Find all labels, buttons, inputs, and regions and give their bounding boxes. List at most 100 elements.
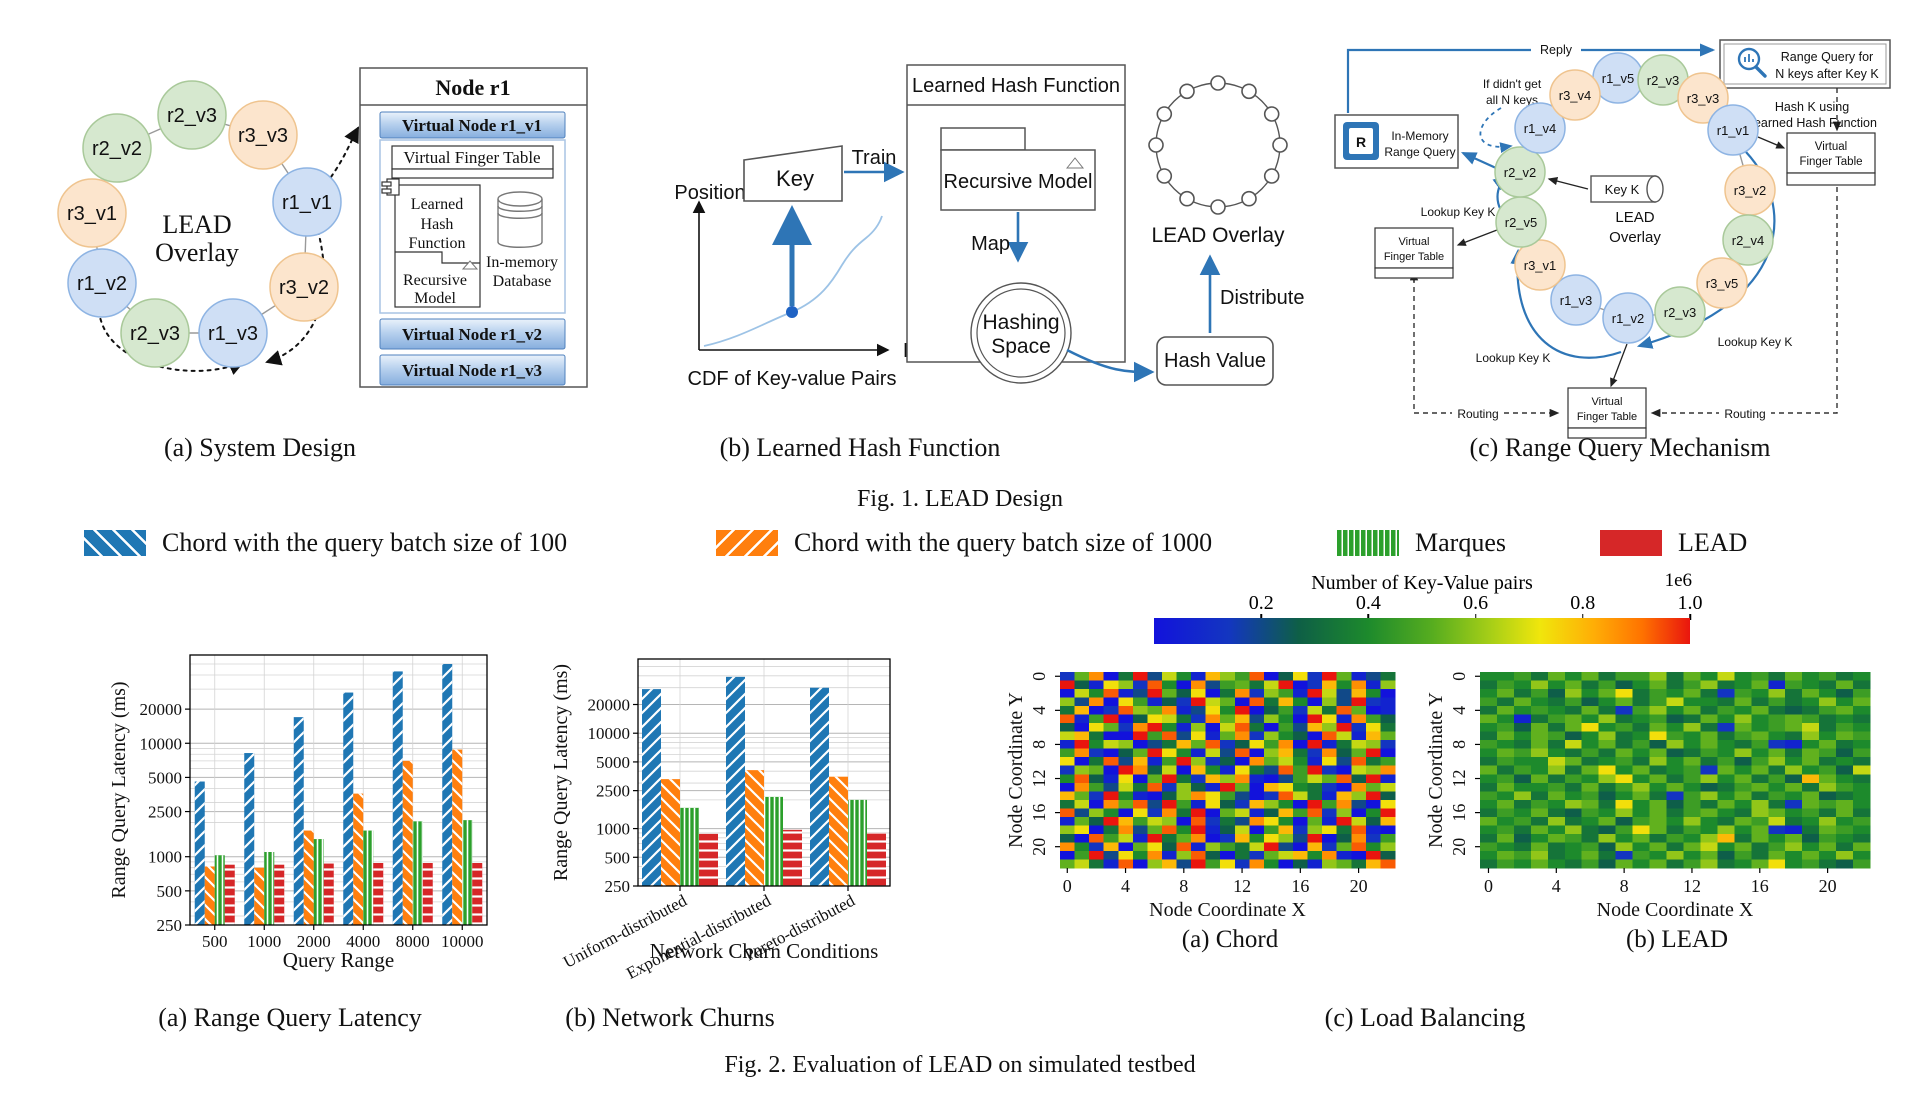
heatmap-cell bbox=[1351, 680, 1367, 690]
bar-hatch bbox=[810, 687, 829, 886]
lead-load-heatmap: 0 4 8 12 16 20 0 4 8 12 16 20 Node Coordinate X Node … bbox=[1425, 672, 1871, 921]
heatmap-cell bbox=[1632, 791, 1651, 801]
heatmap-cell bbox=[1365, 799, 1381, 809]
heatmap-cell bbox=[1161, 765, 1178, 775]
heatmap-cell bbox=[1598, 689, 1617, 699]
heatmap-cell bbox=[1351, 697, 1367, 707]
node-box-title: Node r1 bbox=[435, 75, 510, 100]
vnode3-bar bbox=[379, 354, 566, 386]
heatmap-cell bbox=[1132, 799, 1148, 809]
heatmap-cell bbox=[1564, 782, 1583, 792]
heatmap-cell bbox=[1322, 706, 1338, 716]
heatmap-cell bbox=[1234, 774, 1250, 784]
heatmap-cell bbox=[1103, 859, 1119, 869]
heatmap-cell bbox=[1666, 791, 1684, 801]
heatmap-cell bbox=[1089, 680, 1105, 690]
heatmap-cell bbox=[1564, 833, 1583, 843]
heatmap-cell bbox=[1683, 740, 1701, 750]
heatmap-cell bbox=[1220, 825, 1236, 835]
y-tick-label: 10000 bbox=[588, 724, 631, 743]
x-tick-label: 4 bbox=[1552, 876, 1561, 896]
lookup-label-3: Lookup Key K bbox=[1718, 335, 1793, 349]
heatmap-cell bbox=[1060, 808, 1076, 818]
caption-heat-chord: (a) Chord bbox=[1181, 926, 1279, 953]
heatmap-cell bbox=[1132, 748, 1148, 758]
heatmap-cell bbox=[1263, 765, 1279, 775]
heatmap-cell bbox=[1496, 689, 1515, 699]
heatmap-cell bbox=[1293, 740, 1309, 750]
heatmap-cell bbox=[1649, 714, 1668, 724]
train-label: Train bbox=[852, 147, 897, 169]
y-tick-label: 4 bbox=[1029, 706, 1049, 715]
heatmap-cell bbox=[1220, 774, 1236, 784]
heatmap-cell bbox=[1103, 765, 1119, 775]
heatmap-cell bbox=[1234, 833, 1250, 843]
vft-line2: Finger Table bbox=[1384, 251, 1444, 263]
heatmap-cell bbox=[1293, 799, 1309, 809]
heatmap-cell bbox=[1060, 706, 1076, 716]
heatmap-cell bbox=[1365, 808, 1381, 818]
heatmap-cell bbox=[1263, 748, 1279, 758]
heatmap-cell bbox=[1089, 791, 1105, 801]
heatmap-cell bbox=[1249, 680, 1265, 690]
heatmap-cell bbox=[1530, 833, 1549, 843]
heatmap-cell bbox=[1176, 731, 1192, 741]
heatmap-cell bbox=[1089, 731, 1105, 741]
heatmap-cell bbox=[1234, 706, 1250, 716]
heatmap-cell bbox=[1615, 723, 1634, 733]
vnode3-label: Virtual Node r1_v3 bbox=[402, 361, 542, 380]
x-tick-label: 2000 bbox=[297, 932, 331, 951]
heatmap-cell bbox=[1547, 740, 1566, 750]
heatmap-cell bbox=[1220, 697, 1236, 707]
heatmap-cell bbox=[1666, 697, 1684, 707]
heatmap-cell bbox=[1496, 740, 1515, 750]
y-tick-label: 2500 bbox=[596, 782, 630, 801]
heatmap-cell bbox=[1666, 731, 1684, 741]
legend-item-chord-1000: Chord with the query batch size of 1000 bbox=[716, 528, 1212, 558]
heatmap-cell bbox=[1819, 799, 1837, 809]
heatmap-cell bbox=[1191, 850, 1207, 860]
bar-hatch bbox=[472, 863, 483, 925]
heatmap-cell bbox=[1496, 833, 1515, 843]
heatmap-cell bbox=[1176, 833, 1192, 843]
range-query-line2: N keys after Key K bbox=[1775, 67, 1879, 81]
heatmap-cell bbox=[1322, 672, 1338, 682]
heatmap-cell bbox=[1191, 672, 1207, 682]
label-bg bbox=[1719, 405, 1771, 421]
heatmap-cell bbox=[1103, 825, 1119, 835]
heatmap-cell bbox=[1089, 850, 1105, 860]
heatmap-cell bbox=[1615, 799, 1634, 809]
caption-heat-lead: (b) LEAD bbox=[1625, 926, 1729, 953]
heatmap-cell bbox=[1598, 842, 1617, 852]
heatmap-cell bbox=[1530, 816, 1549, 826]
y-axis-label: Range Query Latency (ms) bbox=[108, 681, 130, 898]
key-cylinder bbox=[1590, 175, 1664, 203]
heatmap-cell bbox=[1615, 808, 1634, 818]
heatmap-cell bbox=[1351, 757, 1367, 767]
heatmap-cell bbox=[1751, 757, 1769, 767]
heatmap-cell bbox=[1632, 859, 1651, 869]
legend-item-marques: Marques bbox=[1337, 528, 1506, 558]
heatmap-cell bbox=[1819, 697, 1837, 707]
heatmap-cell bbox=[1751, 791, 1769, 801]
heatmap-cell bbox=[1480, 731, 1498, 741]
heatmap-cell bbox=[1118, 706, 1134, 716]
heatmap-cell bbox=[1118, 842, 1134, 852]
heatmap-cell bbox=[1147, 850, 1163, 860]
legend-item-lead: LEAD bbox=[1600, 528, 1747, 558]
heatmap-cell bbox=[1103, 782, 1119, 792]
heatmap-cell bbox=[1322, 757, 1338, 767]
heatmap-cell bbox=[1632, 714, 1651, 724]
heatmap-cell bbox=[1768, 748, 1786, 758]
heatmap-cell bbox=[1205, 680, 1221, 690]
bar-hatch bbox=[462, 820, 473, 925]
heatmap-cell bbox=[1118, 816, 1134, 826]
heatmap-cell bbox=[1853, 774, 1871, 784]
heatmap-cell bbox=[1089, 774, 1105, 784]
colorbar-scale: 1e6 bbox=[1664, 570, 1692, 591]
heatmap-cell bbox=[1513, 714, 1532, 724]
heatmap-cell bbox=[1103, 850, 1119, 860]
heatmap-cell bbox=[1147, 791, 1163, 801]
heatmap-cell bbox=[1666, 799, 1684, 809]
heatmap-cell bbox=[1564, 680, 1583, 690]
